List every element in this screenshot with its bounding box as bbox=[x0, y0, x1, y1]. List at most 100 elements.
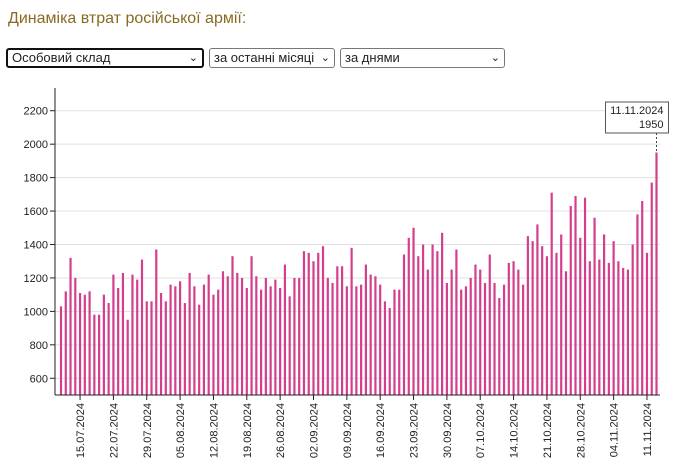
bar[interactable] bbox=[460, 289, 463, 395]
bar[interactable] bbox=[117, 287, 120, 395]
bar[interactable] bbox=[445, 282, 448, 395]
bar[interactable] bbox=[431, 244, 434, 396]
bar[interactable] bbox=[288, 296, 291, 395]
bar[interactable] bbox=[450, 269, 453, 395]
bar[interactable] bbox=[655, 152, 658, 395]
bar[interactable] bbox=[259, 289, 263, 395]
bar[interactable] bbox=[464, 286, 468, 395]
bar[interactable] bbox=[602, 234, 606, 395]
bar[interactable] bbox=[298, 277, 301, 395]
category-select[interactable]: Особовий склад ⌄ bbox=[6, 48, 204, 68]
bar[interactable] bbox=[402, 254, 406, 395]
bar[interactable] bbox=[407, 237, 410, 395]
bar[interactable] bbox=[583, 197, 587, 395]
bar[interactable] bbox=[598, 259, 601, 395]
bar[interactable] bbox=[636, 214, 639, 395]
bar[interactable] bbox=[59, 306, 63, 395]
bar[interactable] bbox=[617, 261, 620, 395]
bar[interactable] bbox=[64, 291, 67, 395]
bar[interactable] bbox=[126, 319, 129, 395]
bar[interactable] bbox=[550, 192, 553, 395]
bar[interactable] bbox=[274, 279, 277, 395]
bar[interactable] bbox=[541, 246, 544, 395]
bar[interactable] bbox=[383, 301, 387, 395]
bar[interactable] bbox=[226, 276, 229, 395]
bar[interactable] bbox=[469, 277, 472, 395]
bar[interactable] bbox=[78, 292, 82, 395]
bar[interactable] bbox=[379, 284, 382, 395]
bar[interactable] bbox=[631, 244, 634, 396]
bar[interactable] bbox=[293, 277, 296, 395]
bar[interactable] bbox=[312, 261, 315, 395]
bar[interactable] bbox=[217, 289, 220, 395]
bar[interactable] bbox=[388, 308, 391, 395]
bar[interactable] bbox=[93, 314, 96, 395]
bar[interactable] bbox=[645, 252, 649, 395]
bar[interactable] bbox=[188, 272, 191, 395]
bar[interactable] bbox=[193, 286, 196, 395]
bar[interactable] bbox=[98, 314, 101, 395]
bar[interactable] bbox=[398, 289, 401, 395]
bar[interactable] bbox=[355, 286, 358, 395]
bar[interactable] bbox=[488, 254, 491, 395]
bar[interactable] bbox=[360, 284, 363, 395]
bar[interactable] bbox=[441, 232, 444, 395]
bar[interactable] bbox=[374, 276, 377, 395]
bar[interactable] bbox=[317, 252, 320, 395]
bar[interactable] bbox=[569, 206, 572, 395]
bar[interactable] bbox=[250, 256, 253, 395]
bar[interactable] bbox=[221, 271, 225, 395]
bar[interactable] bbox=[236, 272, 239, 395]
bar[interactable] bbox=[350, 247, 353, 395]
bar[interactable] bbox=[588, 261, 591, 395]
bar[interactable] bbox=[112, 274, 115, 395]
bar[interactable] bbox=[483, 282, 487, 395]
bar[interactable] bbox=[88, 291, 91, 395]
bar[interactable] bbox=[498, 298, 501, 395]
bar[interactable] bbox=[436, 251, 439, 395]
bar[interactable] bbox=[526, 236, 529, 395]
bar[interactable] bbox=[545, 256, 549, 395]
bar[interactable] bbox=[212, 294, 215, 395]
bar[interactable] bbox=[169, 284, 172, 395]
bar[interactable] bbox=[507, 262, 510, 395]
bar[interactable] bbox=[650, 182, 653, 395]
bar[interactable] bbox=[607, 262, 610, 395]
bar[interactable] bbox=[522, 284, 525, 395]
bar[interactable] bbox=[326, 277, 329, 395]
bar[interactable] bbox=[279, 287, 282, 395]
bar[interactable] bbox=[307, 252, 310, 395]
bar[interactable] bbox=[245, 287, 248, 395]
bar[interactable] bbox=[179, 281, 182, 395]
bar[interactable] bbox=[555, 252, 558, 395]
bar[interactable] bbox=[455, 249, 458, 395]
bar[interactable] bbox=[564, 271, 568, 395]
bar[interactable] bbox=[412, 227, 415, 395]
bar[interactable] bbox=[531, 241, 534, 395]
bar[interactable] bbox=[240, 277, 244, 395]
bar[interactable] bbox=[336, 266, 339, 395]
bar[interactable] bbox=[183, 303, 186, 395]
bar[interactable] bbox=[417, 256, 420, 395]
bar[interactable] bbox=[479, 269, 482, 395]
bar[interactable] bbox=[302, 251, 306, 395]
bar[interactable] bbox=[174, 286, 177, 395]
bar[interactable] bbox=[140, 259, 144, 395]
bar[interactable] bbox=[198, 304, 201, 395]
bar[interactable] bbox=[74, 277, 77, 395]
period-select[interactable]: за останні місяці ⌄ bbox=[209, 48, 335, 68]
bar[interactable] bbox=[107, 303, 110, 395]
bar[interactable] bbox=[202, 284, 206, 395]
bar[interactable] bbox=[69, 257, 72, 395]
bar[interactable] bbox=[231, 256, 234, 395]
bar[interactable] bbox=[536, 224, 539, 395]
granularity-select[interactable]: за днями ⌄ bbox=[340, 48, 505, 68]
bar[interactable] bbox=[474, 264, 477, 395]
bar[interactable] bbox=[502, 284, 506, 395]
bar[interactable] bbox=[321, 246, 325, 395]
bar[interactable] bbox=[155, 249, 158, 395]
bar[interactable] bbox=[83, 294, 86, 395]
bar[interactable] bbox=[493, 282, 496, 395]
bar[interactable] bbox=[340, 266, 344, 395]
bar[interactable] bbox=[136, 279, 139, 395]
